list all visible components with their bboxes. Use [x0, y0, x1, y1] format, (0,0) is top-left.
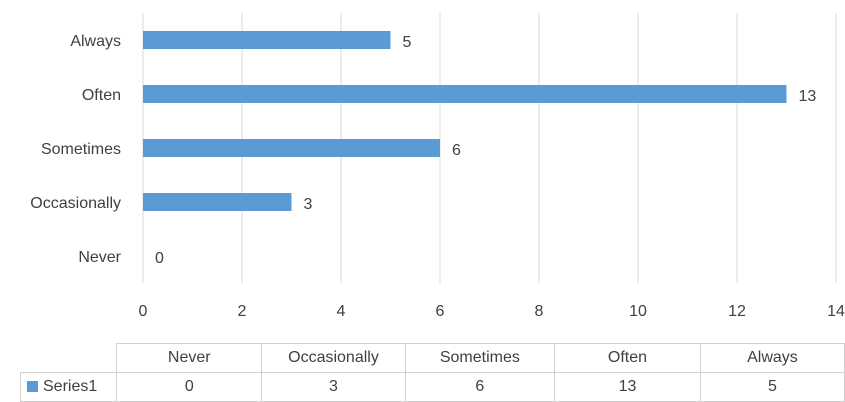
data-labels: 0 3 6 13 5	[155, 34, 816, 267]
data-label: 6	[452, 142, 461, 159]
data-label: 13	[799, 88, 817, 105]
data-table-series-row: Series1 0 3 6 13 5	[19, 372, 845, 402]
data-table-header: Sometimes	[404, 343, 556, 373]
data-table-header: Often	[554, 343, 701, 373]
category-label: Occasionally	[30, 195, 121, 212]
data-table-cell: 6	[404, 372, 556, 402]
x-tick-label: 0	[139, 303, 148, 320]
data-table-header: Occasionally	[261, 343, 406, 373]
category-label: Never	[78, 249, 121, 266]
bar	[143, 139, 440, 157]
bar	[143, 85, 787, 103]
legend-label: Series1	[43, 378, 98, 395]
x-tick-label: 12	[728, 303, 746, 320]
data-table-cell: 5	[699, 372, 845, 402]
data-label: 3	[304, 196, 313, 213]
bar-chart: Never Occasionally Sometimes Often Always 0 3…	[30, 13, 845, 320]
category-label: Sometimes	[41, 141, 121, 158]
data-label: 0	[155, 250, 164, 267]
category-label: Often	[82, 87, 121, 104]
data-table-header-row: Never Occasionally Sometimes Often Alway…	[20, 343, 845, 373]
data-table-cell: 0	[116, 372, 263, 402]
x-tick-label: 14	[827, 303, 845, 320]
data-table-header: Never	[116, 343, 263, 373]
bars	[143, 31, 787, 211]
bar	[143, 31, 391, 49]
x-tick-label: 8	[535, 303, 544, 320]
category-label: Always	[70, 33, 121, 50]
data-table: Never Occasionally Sometimes Often Alway…	[19, 343, 845, 402]
data-table-corner	[20, 343, 118, 373]
legend-swatch	[27, 381, 38, 392]
x-tick-label: 10	[629, 303, 647, 320]
x-tick-label: 6	[436, 303, 445, 320]
x-tick-label: 2	[238, 303, 247, 320]
data-table-cell: 13	[554, 372, 701, 402]
data-table-header: Always	[699, 343, 845, 373]
category-axis-labels: Never Occasionally Sometimes Often Always	[30, 33, 121, 266]
data-label: 5	[403, 34, 412, 51]
data-table-cell: 3	[261, 372, 406, 402]
x-tick-label: 4	[337, 303, 346, 320]
value-axis-ticks: 0 2 4 6 8 10 12 14	[139, 303, 845, 320]
legend-entry: Series1	[19, 372, 118, 402]
bar	[143, 193, 292, 211]
